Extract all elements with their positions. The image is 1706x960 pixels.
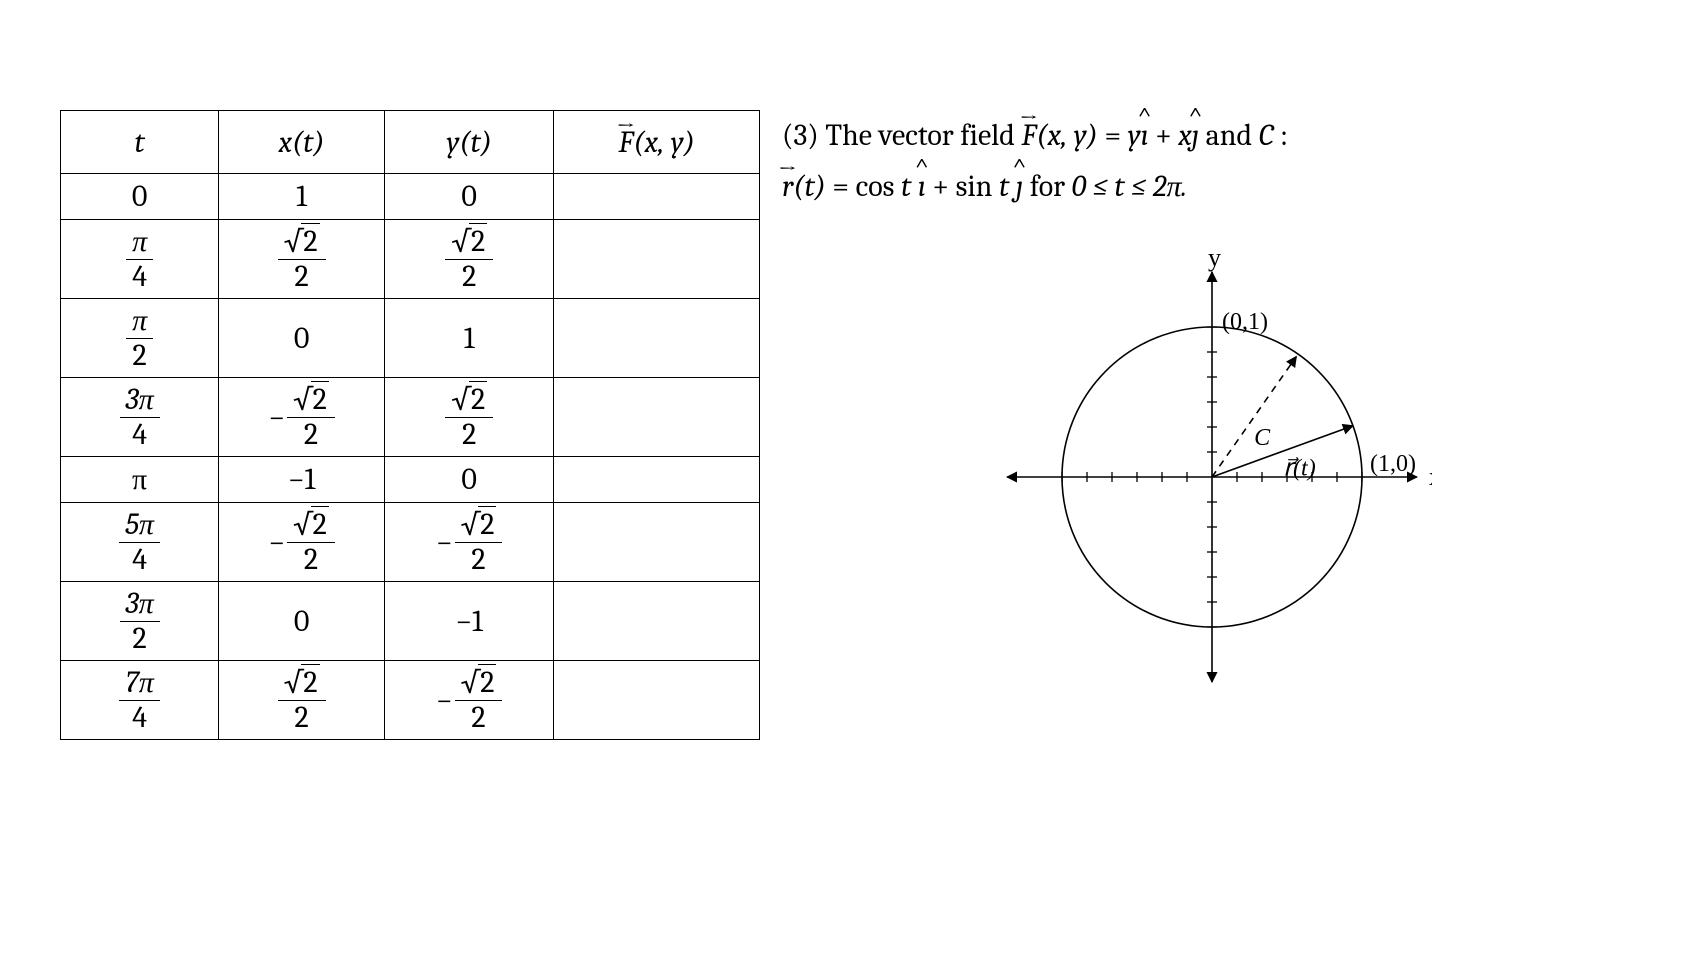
problem-number: (3) — [782, 118, 819, 153]
range-text: 0 ≤ t ≤ 2π. — [1072, 169, 1187, 204]
cell-x: 1 — [219, 174, 385, 220]
unit-circle-diagram: y x (0,1) (1,0) Cr⃗(t) — [992, 242, 1432, 702]
and-text: and — [1206, 118, 1259, 153]
cell-x: −1 — [219, 457, 385, 503]
svg-text:r⃗(t): r⃗(t) — [1283, 456, 1316, 482]
cell-y: −1 — [384, 582, 553, 661]
C-sym: C — [1259, 118, 1274, 153]
cell-x: 0 — [219, 299, 385, 378]
table-row: 7π4√22−√22 — [61, 661, 760, 740]
cell-F — [554, 503, 760, 582]
cell-y: √22 — [384, 220, 553, 299]
header-t-text: t — [135, 125, 145, 160]
table-row: π201 — [61, 299, 760, 378]
cell-t: π — [61, 457, 219, 503]
svg-text:x: x — [1429, 462, 1432, 491]
cell-y: 0 — [384, 457, 553, 503]
svg-text:C: C — [1254, 425, 1271, 451]
cell-F — [554, 220, 760, 299]
cell-t: 3π2 — [61, 582, 219, 661]
header-F-text: →F(x, y) — [619, 125, 695, 160]
values-table: t x(t) y(t) →F(x, y) 010π4√22√22π2013π4−… — [60, 110, 760, 740]
cell-F — [554, 299, 760, 378]
header-yt-text: y(t) — [446, 125, 491, 160]
plus2: + sin — [932, 169, 999, 204]
problem-statement: (3) The vector field →F(x, y) = y^ı + x^… — [782, 110, 1642, 212]
table-header-row: t x(t) y(t) →F(x, y) — [61, 111, 760, 174]
cell-F — [554, 174, 760, 220]
cell-x: −√22 — [219, 378, 385, 457]
equals1: = — [1104, 118, 1127, 153]
cell-y: −√22 — [384, 661, 553, 740]
table-row: 010 — [61, 174, 760, 220]
cell-y: √22 — [384, 378, 553, 457]
cell-x: 0 — [219, 582, 385, 661]
cell-y: 1 — [384, 299, 553, 378]
cell-F — [554, 661, 760, 740]
eq-r: = cos — [832, 169, 901, 204]
table-row: 3π20−1 — [61, 582, 760, 661]
cell-y: 0 — [384, 174, 553, 220]
cell-t: 7π4 — [61, 661, 219, 740]
svg-text:y: y — [1208, 243, 1221, 272]
cell-x: −√22 — [219, 503, 385, 582]
cell-t: 0 — [61, 174, 219, 220]
colon: : — [1280, 118, 1288, 153]
table-body: 010π4√22√22π2013π4−√22√22π−105π4−√22−√22… — [61, 174, 760, 740]
table-row: 3π4−√22√22 — [61, 378, 760, 457]
cell-F — [554, 582, 760, 661]
col-header-t: t — [61, 111, 219, 174]
cell-y: −√22 — [384, 503, 553, 582]
cell-t: π4 — [61, 220, 219, 299]
table-row: π−10 — [61, 457, 760, 503]
cell-x: √22 — [219, 220, 385, 299]
table-row: 5π4−√22−√22 — [61, 503, 760, 582]
for-text: for — [1030, 169, 1072, 204]
cell-t: 3π4 — [61, 378, 219, 457]
svg-text:(1,0): (1,0) — [1370, 451, 1416, 477]
table-row: π4√22√22 — [61, 220, 760, 299]
F-args: (x, y) — [1036, 118, 1097, 153]
col-header-xt: x(t) — [219, 111, 385, 174]
svg-text:(0,1): (0,1) — [1222, 309, 1268, 335]
cell-F — [554, 457, 760, 503]
col-header-F: →F(x, y) — [554, 111, 760, 174]
col-header-yt: y(t) — [384, 111, 553, 174]
cell-t: 5π4 — [61, 503, 219, 582]
cell-x: √22 — [219, 661, 385, 740]
r-args: (t) — [793, 169, 826, 204]
header-xt-text: x(t) — [279, 125, 325, 160]
cell-t: π2 — [61, 299, 219, 378]
plus1: + — [1155, 118, 1178, 153]
cell-F — [554, 378, 760, 457]
